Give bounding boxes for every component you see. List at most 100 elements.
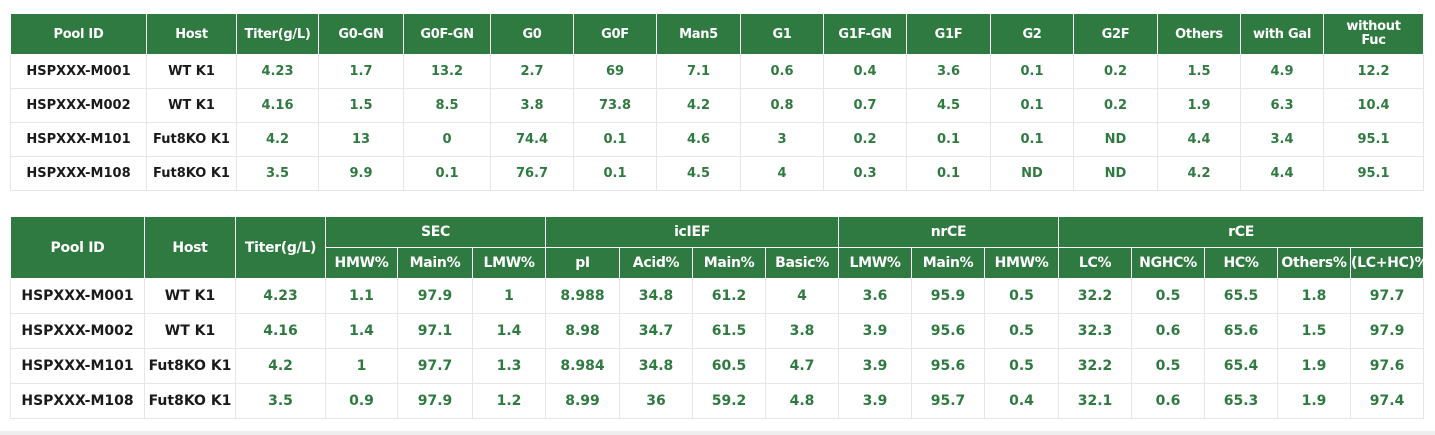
column-header: (LC+HC)%: [1350, 247, 1429, 279]
cell-value: 1.2: [471, 383, 547, 419]
cell-value: 0.1: [906, 122, 991, 157]
row-label: Fut8KO K1: [146, 156, 237, 191]
row-label: Fut8KO K1: [146, 122, 237, 157]
column-header: G0: [490, 13, 574, 55]
cell-value: ND: [990, 156, 1074, 191]
cell-value: 8.984: [545, 348, 621, 384]
header-row: Pool ID Host Titer(g/L) SEC icIEF nrCE rCE: [10, 216, 1425, 279]
column-header: G2: [990, 13, 1074, 55]
cell-value: 4.2: [236, 122, 319, 157]
group-header: SEC: [324, 216, 547, 248]
cell-value: 6.3: [1240, 88, 1324, 123]
cell-value: 34.7: [619, 313, 694, 349]
cell-value: 95.6: [911, 348, 986, 384]
column-header: LC%: [1058, 247, 1133, 279]
cell-value: 32.2: [1058, 278, 1133, 314]
cell-value: 0.1: [990, 88, 1074, 123]
column-header: pI: [545, 247, 621, 279]
cell-value: 1.3: [471, 348, 547, 384]
cell-value: 65.4: [1204, 348, 1279, 384]
column-header: Others: [1157, 13, 1241, 55]
table-row: HSPXXX-M002 WT K1 4.16 1.5 8.5 3.8 73.8 4.2 0.8 0…: [10, 88, 1424, 123]
cell-value: 4.6: [656, 122, 741, 157]
cell-value: 3.9: [838, 383, 913, 419]
header-row: HMW% Main% LMW% pI Acid% Main% Basic% LMW% Main%…: [11, 247, 1429, 279]
table-row: HSPXXX-M108 Fut8KO K1 3.5 0.9 97.9 1.2 8.99 36 5…: [10, 383, 1425, 419]
cell-value: 65.6: [1204, 313, 1279, 349]
cell-value: 4.8: [765, 383, 840, 419]
cell-value: 4.2: [656, 88, 741, 123]
header-text: without Fuc: [1346, 19, 1401, 48]
cell-value: 32.1: [1058, 383, 1133, 419]
column-header: with Gal: [1240, 13, 1324, 55]
row-label: HSPXXX-M101: [10, 348, 145, 384]
cell-value: 0.2: [1073, 54, 1158, 89]
column-header: HMW%: [984, 247, 1060, 279]
cell-value: 0.6: [740, 54, 824, 89]
cell-value: 0.2: [1073, 88, 1158, 123]
column-header: Pool ID: [10, 216, 145, 279]
cell-value: 4.9: [1240, 54, 1324, 89]
cell-value: 61.5: [692, 313, 767, 349]
cell-value: 59.2: [692, 383, 767, 419]
cell-value: 13.2: [403, 54, 491, 89]
cell-value: 95.1: [1323, 122, 1424, 157]
cell-value: 0.4: [823, 54, 907, 89]
cell-value: 34.8: [619, 348, 694, 384]
column-header: Titer(g/L): [236, 13, 319, 55]
cell-value: 1.5: [1277, 313, 1352, 349]
cell-value: 65.3: [1204, 383, 1279, 419]
cell-value: 97.9: [397, 278, 473, 314]
cell-value: 0.1: [403, 156, 491, 191]
cell-value: 97.9: [397, 383, 473, 419]
row-label: Fut8KO K1: [144, 383, 236, 419]
cell-value: 4.4: [1157, 122, 1241, 157]
column-header: Main%: [692, 247, 767, 279]
column-header: Pool ID: [10, 13, 147, 55]
cell-value: 0.4: [984, 383, 1060, 419]
group-header: nrCE: [838, 216, 1060, 248]
cell-value: 4: [765, 278, 840, 314]
cell-value: 1.1: [325, 278, 398, 314]
cell-value: 0.7: [823, 88, 907, 123]
cell-value: 0.1: [573, 156, 657, 191]
column-header: Host: [146, 13, 237, 55]
row-label: Fut8KO K1: [144, 348, 236, 384]
cell-value: 0.6: [1131, 313, 1206, 349]
cell-value: 60.5: [692, 348, 767, 384]
cell-value: 4.5: [656, 156, 741, 191]
cell-value: 0.5: [984, 348, 1060, 384]
cell-value: 0.5: [1131, 348, 1206, 384]
cell-value: 1: [471, 278, 547, 314]
column-header: HMW%: [325, 247, 398, 279]
cell-value: 0.2: [823, 122, 907, 157]
cell-value: 1.9: [1157, 88, 1241, 123]
cell-value: 3.9: [838, 348, 913, 384]
row-label: WT K1: [144, 313, 236, 349]
cell-value: 0.1: [573, 122, 657, 157]
cell-value: 8.988: [545, 278, 621, 314]
cell-value: 1.9: [1277, 383, 1352, 419]
header-row: Pool ID Host Titer(g/L) G0-GN G0F-GN G0 G0F Man…: [10, 13, 1424, 55]
cell-value: 10.4: [1323, 88, 1424, 123]
cell-value: 1.5: [1157, 54, 1241, 89]
column-header: G0F: [573, 13, 657, 55]
table-row: HSPXXX-M108 Fut8KO K1 3.5 9.9 0.1 76.7 0.1 4.5 4…: [10, 156, 1424, 191]
cell-value: 0.3: [823, 156, 907, 191]
cell-value: 3.6: [906, 54, 991, 89]
cell-value: 0.5: [984, 313, 1060, 349]
cell-value: 0.1: [990, 54, 1074, 89]
cell-value: 3.5: [235, 383, 326, 419]
row-label: WT K1: [146, 54, 237, 89]
cell-value: 65.5: [1204, 278, 1279, 314]
cell-value: 3: [740, 122, 824, 157]
cell-value: 97.9: [1350, 313, 1425, 349]
column-header: G0-GN: [318, 13, 404, 55]
cell-value: 0.1: [990, 122, 1074, 157]
row-label: HSPXXX-M002: [10, 88, 147, 123]
row-label: WT K1: [146, 88, 237, 123]
column-header: LMW%: [471, 247, 547, 279]
cell-value: 13: [318, 122, 404, 157]
cell-value: 0.9: [325, 383, 398, 419]
